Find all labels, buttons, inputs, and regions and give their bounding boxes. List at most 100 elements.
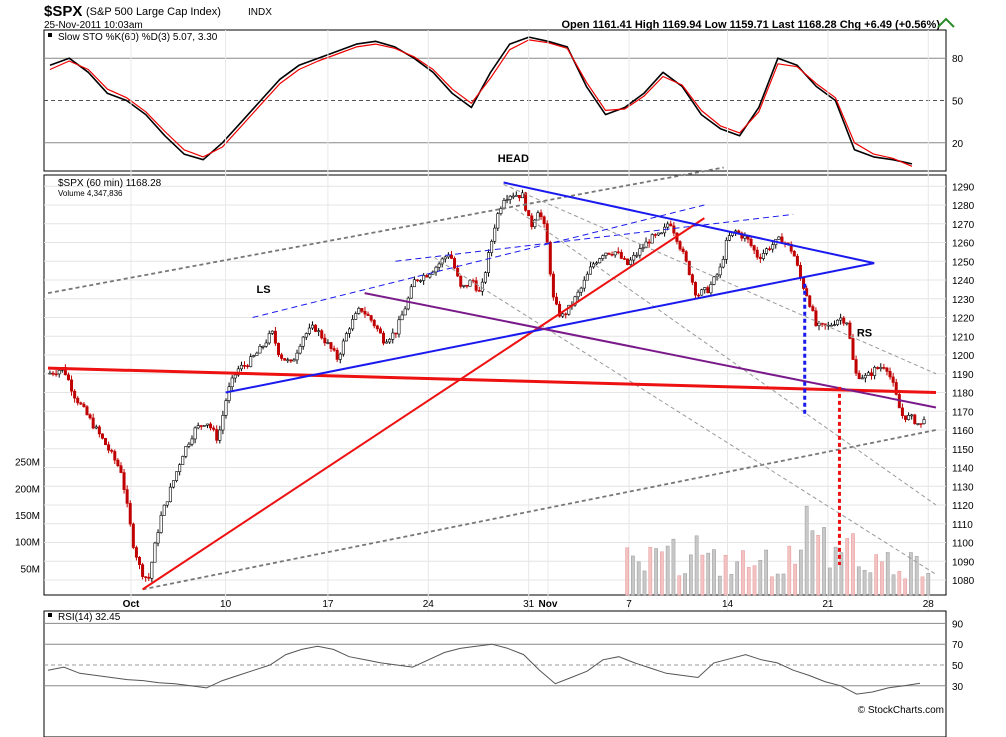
price-candle: [650, 234, 654, 244]
price-tick-label: 1240: [952, 276, 975, 287]
price-candle: [919, 423, 923, 425]
volume-bar: [856, 566, 861, 596]
volume-bar: [845, 538, 850, 596]
price-candle: [134, 547, 138, 558]
volume-bar: [735, 561, 740, 596]
volume-bar: [723, 554, 728, 596]
price-candle: [629, 259, 633, 265]
price-candle: [437, 263, 441, 268]
volume-bar: [880, 561, 884, 596]
price-candle: [697, 294, 701, 297]
price-candle: [354, 313, 358, 320]
price-candle: [57, 370, 61, 375]
price-candle: [860, 377, 864, 380]
price-candle: [638, 248, 642, 256]
price-candle: [85, 406, 89, 416]
price-candle: [403, 308, 407, 316]
price-candle: [693, 282, 697, 296]
date-tick-label: Oct: [123, 599, 140, 610]
price-candle: [771, 244, 775, 250]
price-tick-label: 1180: [952, 389, 974, 400]
blue-lower-triangle-line: [225, 262, 875, 394]
price-candle: [752, 245, 756, 251]
price-candle: [727, 235, 731, 241]
descending-channel-line-2: [433, 257, 937, 575]
symbol-title: $SPX: [44, 3, 82, 20]
pattern-label-ls: LS: [256, 284, 270, 296]
volume-bar: [729, 574, 734, 596]
price-tick-label: 1220: [952, 314, 975, 325]
pattern-label-head: HEAD: [498, 153, 529, 165]
price-candle: [193, 427, 197, 440]
volume-bar: [648, 547, 653, 596]
volume-bar: [746, 567, 751, 596]
date-tick-label: 7: [626, 599, 632, 610]
price-tick-label: 1290: [952, 182, 975, 193]
price-candle: [641, 247, 645, 250]
price-candle: [298, 346, 302, 354]
price-candle: [900, 407, 904, 416]
volume-bar: [683, 573, 687, 596]
volume-bar: [781, 573, 786, 596]
date-tick-label: 17: [322, 599, 334, 610]
price-candle: [885, 367, 889, 372]
price-candle: [511, 195, 515, 198]
price-candle: [255, 352, 259, 356]
price-candle: [107, 444, 111, 451]
price-candle: [348, 328, 352, 334]
price-candle: [422, 275, 426, 281]
volume-bar: [741, 550, 745, 596]
price-candle: [144, 576, 148, 578]
price-candle: [428, 273, 432, 278]
price-candle: [394, 332, 398, 335]
price-tick-label: 1100: [952, 539, 974, 550]
price-candle: [91, 417, 95, 429]
price-candle: [542, 216, 546, 224]
price-tick-label: 1250: [952, 257, 975, 268]
price-candle: [848, 322, 852, 339]
volume-bar: [914, 556, 919, 596]
exchange-label: INDX: [248, 7, 272, 18]
price-candle: [230, 377, 234, 388]
volume-bar: [654, 548, 658, 596]
price-candle: [360, 308, 364, 312]
volume-bar: [700, 554, 705, 596]
price-candle: [138, 556, 142, 565]
price-candle: [283, 358, 287, 361]
price-candle: [690, 274, 694, 283]
price-candle: [808, 295, 812, 307]
price-tick-label: 1140: [952, 464, 974, 475]
price-candle: [829, 324, 833, 327]
price-candle: [406, 297, 410, 310]
price-candle: [802, 277, 806, 289]
volume-bar: [804, 505, 809, 596]
volume-bar: [688, 554, 693, 596]
date-tick-label: 21: [822, 599, 834, 610]
price-candle: [187, 443, 191, 447]
price-candle: [165, 501, 169, 506]
volume-bar: [660, 551, 664, 596]
price-tick-label: 1080: [952, 576, 975, 587]
price-tick-label: 1170: [952, 407, 974, 418]
date-tick-label: Nov: [539, 599, 558, 610]
price-candle: [224, 400, 228, 416]
price-candle: [659, 232, 663, 235]
chart-datetime: 25-Nov-2011 10:03am: [44, 20, 143, 31]
price-candle: [490, 240, 494, 253]
price-candle: [378, 328, 382, 334]
price-candle: [196, 425, 200, 429]
price-candle: [344, 333, 348, 342]
price-tick-label: 1120: [952, 501, 974, 512]
volume-bar: [822, 527, 826, 596]
price-candle: [765, 248, 769, 254]
price-candle: [687, 260, 691, 275]
price-candle: [310, 324, 314, 329]
price-candle: [159, 515, 163, 533]
date-tick-label: 28: [923, 599, 935, 610]
price-candle: [128, 503, 132, 525]
price-candle: [916, 423, 920, 425]
price-candle: [681, 248, 685, 252]
volume-bar: [799, 549, 803, 596]
price-candle: [922, 419, 926, 424]
price-candle: [372, 319, 376, 327]
